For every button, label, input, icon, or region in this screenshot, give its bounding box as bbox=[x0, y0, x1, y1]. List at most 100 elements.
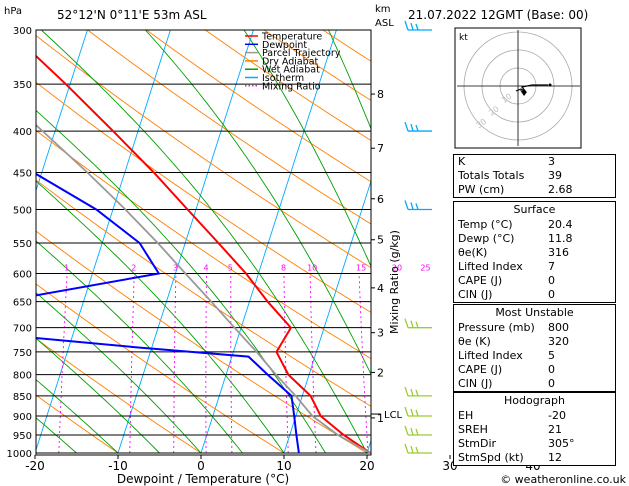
dewpoint-line bbox=[36, 172, 300, 454]
mu-value: 0 bbox=[548, 377, 555, 390]
isotherm-line bbox=[200, 30, 337, 454]
index-key: K bbox=[458, 155, 466, 168]
temperature-tick-label: 20 bbox=[359, 459, 374, 473]
pressure-tick-label: 450 bbox=[13, 168, 32, 179]
surface-row: CAPE (J) 0 bbox=[454, 274, 615, 288]
mixing-ratio-label: 4 bbox=[203, 264, 208, 273]
pressure-tick-label: 300 bbox=[13, 26, 32, 37]
hodo-value: -20 bbox=[548, 409, 566, 422]
mixing-ratio-line bbox=[205, 273, 207, 453]
isotherm-line bbox=[36, 30, 88, 193]
pressure-tick-label: 700 bbox=[13, 324, 32, 335]
legend-label: Dry Adiabat bbox=[262, 56, 319, 67]
dry-adiabat-line bbox=[617, 30, 629, 453]
wind-barb-flag bbox=[415, 23, 419, 31]
mixing-ratio-line bbox=[173, 273, 177, 453]
mixing-ratio-line bbox=[283, 273, 289, 454]
skewt-axes: 1 2 3 4 5 8 10 15 20 2530035040045050055060065070… bbox=[7, 26, 541, 473]
hodo-value: 12 bbox=[548, 451, 562, 464]
pressure-tick-label: 500 bbox=[13, 205, 32, 216]
index-row: PW (cm) 2.68 bbox=[454, 183, 615, 197]
wet-adiabat-line bbox=[144, 30, 371, 376]
hodo-row: SREH 21 bbox=[454, 423, 615, 437]
wet-adiabat-line bbox=[40, 30, 368, 454]
parcel-trajectory-line bbox=[36, 123, 371, 454]
hodo-key: SREH bbox=[458, 423, 488, 436]
mu-key: θe (K) bbox=[458, 335, 491, 348]
wet-adiabat-line bbox=[243, 30, 371, 268]
wet-adiabat-line bbox=[36, 337, 160, 454]
wind-barb-flag bbox=[410, 123, 414, 132]
wind-barb bbox=[404, 425, 432, 436]
temperature-tick-label: -10 bbox=[108, 459, 128, 473]
pressure-tick-label: 950 bbox=[13, 431, 32, 442]
mixing-ratio-label: 15 bbox=[356, 264, 366, 273]
temperature-line bbox=[36, 54, 371, 454]
wind-barb bbox=[404, 318, 432, 329]
mu-row: Pressure (mb) 800 bbox=[454, 321, 615, 335]
hodo-row: StmSpd (kt) 12 bbox=[454, 451, 615, 465]
isotherm-line bbox=[117, 30, 254, 454]
wind-barb-flag bbox=[415, 409, 419, 417]
legend-label: Dewpoint bbox=[262, 40, 307, 51]
mu-row: CAPE (J) 0 bbox=[454, 363, 615, 377]
wind-barb-flag bbox=[410, 320, 414, 328]
mixing-ratio-label: 8 bbox=[281, 264, 286, 273]
wind-barb-flag bbox=[404, 318, 409, 328]
mixing-ratio-label: 1 bbox=[64, 264, 69, 273]
mu-key: Lifted Index bbox=[458, 349, 523, 362]
wind-barb-flag bbox=[410, 202, 414, 210]
location-label: 52°12'N 0°11'E 53m ASL bbox=[57, 8, 207, 22]
wind-barb bbox=[404, 200, 432, 211]
hodo-row: EH -20 bbox=[454, 409, 615, 423]
wind-barb-flag bbox=[410, 408, 414, 417]
wind-barb-flag bbox=[415, 428, 419, 436]
hodograph-unit: kt bbox=[459, 33, 468, 43]
temperature-tick-label: 10 bbox=[276, 459, 291, 473]
isotherm-line bbox=[0, 30, 4, 453]
height-tick-label: 7 bbox=[377, 142, 384, 155]
most-unstable-title: Most Unstable bbox=[495, 306, 574, 319]
surface-key: CIN (J) bbox=[458, 288, 493, 301]
copyright-label: © weatheronline.co.uk bbox=[500, 473, 626, 486]
height-tick-label: 8 bbox=[377, 88, 384, 101]
mixing-ratio-axis-title: Mixing Ratio (g/kg) bbox=[388, 230, 401, 334]
surface-row: Dewp (°C) 11.8 bbox=[454, 232, 615, 246]
km-unit-label: km bbox=[375, 4, 391, 15]
dry-adiabat-line bbox=[36, 283, 285, 454]
pressure-tick-label: 1000 bbox=[7, 449, 32, 460]
wind-barb bbox=[404, 406, 432, 417]
mixing-ratio-label: 5 bbox=[228, 264, 233, 273]
surface-value: 0 bbox=[548, 288, 555, 301]
asl-unit-label: ASL bbox=[375, 18, 394, 29]
wind-barb bbox=[404, 386, 432, 397]
mixing-ratio-line bbox=[358, 273, 369, 454]
mu-key: CAPE (J) bbox=[458, 363, 503, 376]
legend-label: Temperature bbox=[261, 32, 322, 43]
hpa-unit-label: hPa bbox=[4, 6, 22, 17]
height-tick-label: 3 bbox=[377, 327, 384, 340]
mixing-ratio-label: 3 bbox=[173, 264, 178, 273]
mu-row: θe (K) 320 bbox=[454, 335, 615, 349]
dry-adiabat-line bbox=[87, 30, 371, 225]
pressure-tick-label: 350 bbox=[13, 80, 32, 91]
isotherm-line bbox=[616, 30, 629, 453]
mixing-ratio-line bbox=[423, 274, 436, 454]
wet-adiabat-line bbox=[36, 109, 326, 454]
mixing-ratio-label: 20 bbox=[392, 264, 402, 273]
wind-barb-flag bbox=[410, 427, 414, 436]
pressure-tick-label: 650 bbox=[13, 298, 32, 309]
index-value: 3 bbox=[548, 155, 555, 168]
wet-adiabat-line bbox=[36, 379, 119, 454]
mu-key: Pressure (mb) bbox=[458, 321, 535, 334]
wind-barb bbox=[404, 443, 432, 454]
surface-value: 0 bbox=[548, 274, 555, 287]
pressure-tick-label: 850 bbox=[13, 392, 32, 403]
legend-label: Parcel Trajectory bbox=[262, 48, 341, 59]
dry-adiabat-line bbox=[36, 338, 202, 454]
wind-barb bbox=[404, 121, 432, 132]
wind-barb-flag bbox=[404, 386, 409, 397]
pressure-tick-label: 600 bbox=[13, 270, 32, 281]
